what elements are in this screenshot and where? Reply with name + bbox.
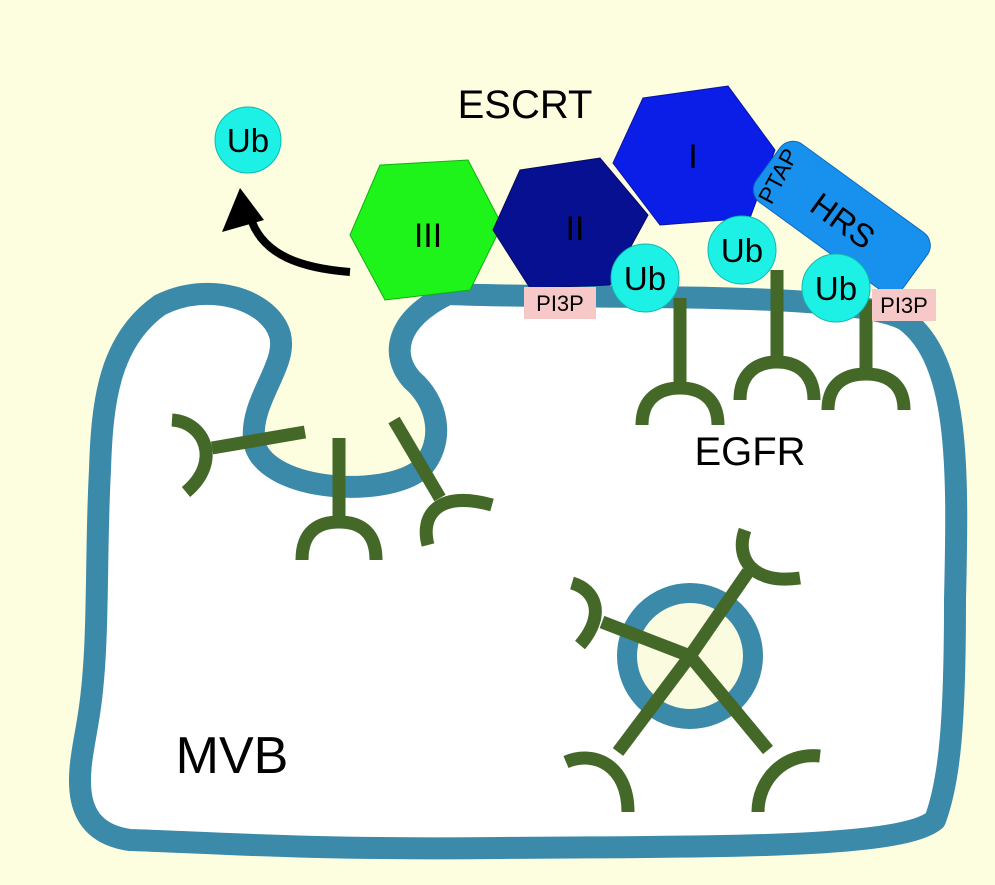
egfr-receptor-icon (295, 438, 383, 561)
egfr-receptor-icon (563, 652, 696, 813)
egfr-receptor-icon (635, 298, 725, 426)
pi3p-tag-escrt-ii: PI3P (524, 287, 596, 319)
egfr-receptor-icon (388, 416, 494, 547)
escrt-iii-complex (349, 159, 503, 301)
egfr-receptor-icon (684, 527, 801, 660)
escrt-ii-complex (492, 157, 649, 289)
ubiquitin-2: Ub (707, 215, 777, 285)
arrowhead-icon (222, 188, 264, 232)
egfr-receptor-icon (684, 651, 821, 813)
hrs-protein (752, 140, 931, 295)
membrane-receptors (635, 270, 911, 426)
bud-receptors (171, 413, 494, 561)
svg-text:Ub: Ub (624, 260, 666, 297)
escrt-title: ESCRT (458, 83, 593, 127)
svg-text:Ub: Ub (721, 232, 763, 269)
svg-text:PI3P: PI3P (536, 291, 584, 316)
vesicle-receptors (563, 527, 821, 813)
ubiquitin-1: Ub (610, 243, 680, 313)
escrt-iii-label: III (414, 217, 442, 255)
release-arrow (248, 220, 351, 276)
svg-text:PI3P: PI3P (880, 293, 928, 318)
egfr-label: EGFR (694, 430, 805, 474)
escrt-ii-label: II (566, 210, 585, 248)
pi3p-tag-hrs: PI3P (872, 289, 936, 321)
escrt-i-label: I (688, 138, 697, 176)
svg-text:Ub: Ub (815, 270, 857, 307)
egfr-receptor-icon (171, 413, 307, 497)
mvb-label: MVB (176, 727, 289, 785)
egfr-receptor-icon (569, 576, 693, 663)
svg-text:Ub: Ub (227, 122, 269, 159)
egfr-receptor-icon (821, 300, 911, 411)
ubiquitin-3: Ub (801, 253, 871, 323)
egfr-receptor-icon (733, 270, 821, 401)
ubiquitin-free: Ub (214, 106, 282, 174)
